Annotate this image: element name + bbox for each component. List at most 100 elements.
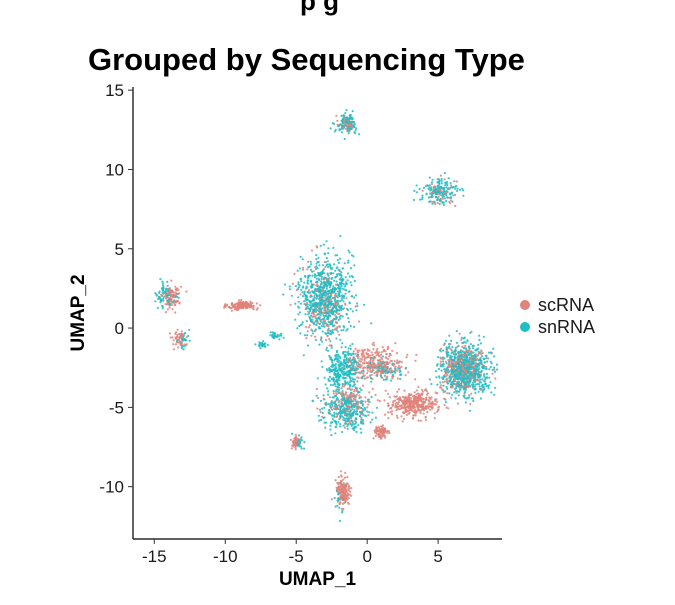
data-point [462, 394, 465, 398]
data-point [451, 361, 455, 364]
data-point [315, 245, 318, 248]
data-point [457, 385, 460, 388]
data-point [353, 410, 356, 413]
data-point [412, 403, 415, 406]
data-point [329, 340, 332, 343]
data-point [351, 110, 354, 113]
data-point [448, 379, 451, 382]
data-point [357, 361, 360, 364]
data-point [359, 366, 362, 369]
data-point [289, 303, 292, 306]
data-point [346, 498, 349, 501]
data-point [458, 365, 461, 368]
data-point [353, 428, 356, 432]
data-point [478, 351, 481, 354]
data-point [407, 396, 410, 399]
data-point [485, 367, 488, 370]
data-point [185, 290, 188, 293]
data-point [328, 280, 331, 283]
data-point [329, 289, 333, 292]
data-point [347, 374, 350, 377]
data-point [181, 335, 184, 339]
data-point [453, 379, 456, 382]
data-point [300, 447, 303, 450]
data-point [353, 378, 356, 381]
data-point [337, 355, 340, 358]
data-point [350, 424, 353, 427]
data-point [463, 351, 466, 354]
data-point [352, 372, 355, 376]
data-point [467, 383, 470, 386]
data-point [350, 354, 353, 357]
data-point [447, 177, 450, 180]
data-point [383, 435, 386, 438]
data-point [444, 184, 447, 187]
data-point [379, 363, 382, 366]
data-point [172, 343, 175, 346]
data-point [485, 354, 488, 357]
data-point [314, 329, 317, 332]
data-point [343, 486, 346, 489]
y-tick-label: 10 [105, 160, 124, 179]
data-point [375, 350, 378, 353]
data-point [417, 419, 420, 422]
data-point [342, 418, 345, 421]
data-point [474, 363, 477, 366]
data-point [382, 427, 385, 430]
data-point [329, 428, 332, 431]
data-point [481, 351, 484, 355]
data-point [326, 315, 329, 318]
data-point [447, 353, 450, 356]
data-point [318, 419, 321, 422]
data-point [357, 363, 361, 366]
data-point [300, 280, 303, 283]
data-point [188, 328, 191, 331]
data-point [344, 483, 347, 487]
data-point [456, 189, 459, 193]
data-point [311, 315, 314, 318]
data-point [329, 421, 333, 424]
data-point [291, 441, 295, 444]
data-point [353, 125, 356, 128]
data-point [319, 320, 322, 323]
data-point [338, 333, 341, 336]
data-point [334, 310, 338, 313]
y-axis-title: UMAP_2 [68, 274, 89, 351]
data-point [450, 355, 453, 358]
data-point [161, 307, 164, 310]
data-point [345, 109, 348, 112]
data-point [463, 363, 466, 366]
data-point [345, 116, 349, 119]
data-point [324, 383, 327, 386]
data-point [299, 255, 302, 258]
data-point [334, 128, 337, 131]
data-point [450, 352, 453, 355]
data-point [460, 360, 463, 363]
x-tick-label: 0 [362, 547, 371, 566]
data-point [394, 365, 397, 368]
data-point [322, 292, 325, 295]
data-point [442, 365, 445, 368]
data-point [369, 368, 372, 371]
data-point [336, 274, 339, 278]
data-point [412, 198, 415, 202]
data-point [424, 388, 427, 391]
data-point [456, 187, 459, 190]
data-point [450, 371, 453, 374]
data-point [336, 330, 339, 333]
data-point [320, 280, 323, 283]
data-point [163, 295, 166, 298]
data-point [448, 334, 451, 337]
data-point [304, 287, 307, 290]
data-point [328, 368, 331, 371]
data-point [364, 400, 367, 403]
data-point [327, 402, 330, 406]
data-point [448, 359, 451, 362]
data-point [338, 399, 341, 403]
data-point [341, 342, 344, 345]
data-point [336, 259, 339, 262]
data-point [169, 336, 172, 339]
data-point [458, 188, 462, 191]
data-point [352, 380, 355, 383]
data-point [310, 286, 313, 289]
